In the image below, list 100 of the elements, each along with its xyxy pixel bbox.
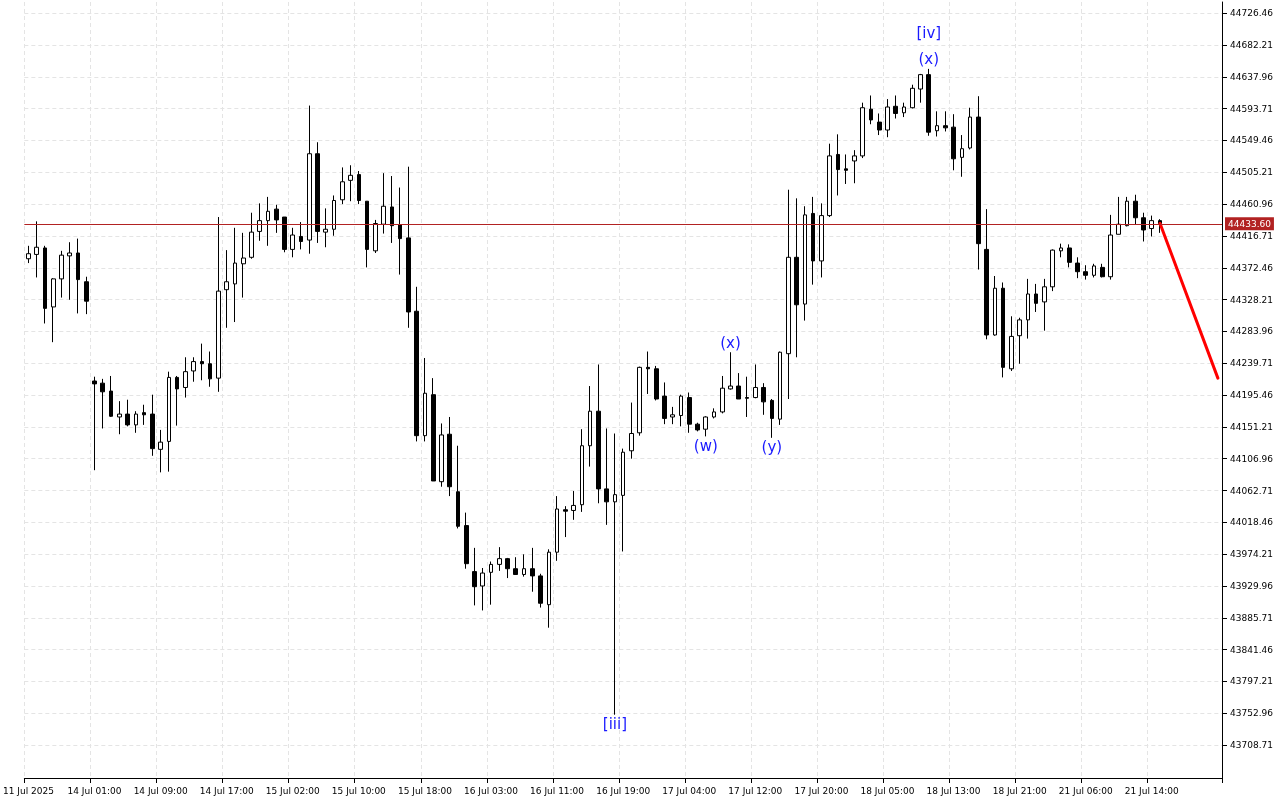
candlestick xyxy=(637,366,642,437)
candlestick xyxy=(158,429,163,473)
candlestick xyxy=(563,505,568,538)
candlestick xyxy=(307,105,312,255)
candlestick xyxy=(59,250,64,299)
candlestick xyxy=(208,351,212,388)
candlestick xyxy=(604,427,609,526)
candlestick xyxy=(299,221,303,250)
candlestick xyxy=(893,94,898,120)
candlestick xyxy=(109,375,113,418)
candlestick xyxy=(323,207,328,248)
candlestick xyxy=(794,197,799,358)
candlestick xyxy=(100,378,105,429)
candlestick xyxy=(1149,215,1154,237)
x-tick-label: 14 Jul 09:00 xyxy=(133,785,188,796)
candlestick xyxy=(629,402,634,460)
candlestick xyxy=(340,166,345,205)
y-tick-label: 44062.71 xyxy=(1230,485,1273,496)
candlestick xyxy=(497,546,502,572)
candlestick xyxy=(150,394,155,457)
candlestick xyxy=(92,376,97,471)
candlestick xyxy=(935,110,939,137)
y-tick-label: 44682.21 xyxy=(1230,40,1273,50)
x-tick-label: 21 Jul 14:00 xyxy=(1124,785,1180,796)
candlestick xyxy=(489,561,493,606)
candlestick xyxy=(1141,212,1146,242)
annotation: (x) xyxy=(918,50,940,69)
candlestick xyxy=(447,416,452,497)
candlestick xyxy=(1059,243,1063,258)
candlestick xyxy=(34,220,39,278)
candlestick xyxy=(274,204,279,234)
candlestick xyxy=(687,392,692,434)
y-tick-label: 44726.46 xyxy=(1230,8,1274,19)
candlestick xyxy=(257,202,262,242)
candlestick xyxy=(1017,317,1022,365)
candlestick xyxy=(885,98,890,138)
y-tick-label: 44151.21 xyxy=(1230,421,1273,432)
candlestick xyxy=(555,495,559,562)
candlestick xyxy=(472,547,477,606)
candlestick xyxy=(117,400,122,435)
candlestick xyxy=(233,227,237,323)
candlestick xyxy=(869,94,873,125)
candlestick xyxy=(1050,248,1055,292)
candlestick xyxy=(216,216,221,393)
candlestick xyxy=(836,133,840,196)
y-tick-label: 43797.21 xyxy=(1230,676,1273,687)
candlestick xyxy=(406,166,411,329)
candlestick xyxy=(167,371,171,473)
candlestick xyxy=(728,351,733,391)
annotation: (x) xyxy=(720,333,741,352)
candlestick xyxy=(224,249,229,329)
candlestick xyxy=(736,372,741,400)
candlestick xyxy=(902,102,906,118)
x-tick-label: 17 Jul 20:00 xyxy=(794,785,849,796)
y-tick-label: 44328.21 xyxy=(1230,294,1273,305)
candlestick xyxy=(778,351,782,426)
y-tick-label: 44505.21 xyxy=(1230,167,1273,178)
candlestick xyxy=(761,382,766,416)
candlestick xyxy=(654,365,659,401)
candlestick xyxy=(968,107,972,150)
candlestick xyxy=(811,196,815,286)
candlestick xyxy=(431,377,436,482)
candlestick xyxy=(613,433,617,716)
y-tick-label: 44239.71 xyxy=(1230,358,1273,369)
candlestick xyxy=(703,415,708,437)
x-tick-label: 16 Jul 11:00 xyxy=(530,785,585,796)
candlestick xyxy=(332,194,336,237)
candlestick xyxy=(1001,281,1005,378)
candlestick xyxy=(1133,194,1138,225)
y-tick-label: 44593.71 xyxy=(1230,103,1273,114)
candlestick xyxy=(984,208,989,340)
y-tick-label: 44416.71 xyxy=(1230,230,1273,241)
candlestick xyxy=(695,422,700,432)
candlestick xyxy=(439,422,444,488)
candlestick xyxy=(679,394,683,427)
candlestick xyxy=(43,245,47,324)
candlestick xyxy=(84,276,89,315)
x-tick-label: 18 Jul 05:00 xyxy=(860,785,915,796)
candlestick xyxy=(1116,196,1121,235)
candlestick xyxy=(943,110,948,132)
candlestick xyxy=(1100,263,1105,278)
candlestick xyxy=(1009,315,1014,372)
candlestick xyxy=(803,205,807,322)
candlestick xyxy=(456,445,460,529)
x-tick-label: 11 Jul 2025 xyxy=(2,785,54,796)
candlestick xyxy=(241,232,246,299)
candlestick xyxy=(1092,263,1096,278)
candlestick xyxy=(125,399,130,427)
candlestick xyxy=(191,356,196,383)
candlestick xyxy=(951,113,956,171)
candlestick xyxy=(414,286,419,442)
x-tick-label: 15 Jul 10:00 xyxy=(331,785,387,796)
y-tick-label: 44283.96 xyxy=(1230,326,1274,337)
candlestick xyxy=(175,375,179,427)
candlestick xyxy=(621,448,625,552)
candlestick xyxy=(960,134,964,178)
candlestick xyxy=(381,172,386,235)
x-tick-label: 17 Jul 12:00 xyxy=(728,785,783,796)
y-tick-label: 44018.46 xyxy=(1230,517,1274,528)
x-tick-label: 16 Jul 03:00 xyxy=(464,785,519,796)
